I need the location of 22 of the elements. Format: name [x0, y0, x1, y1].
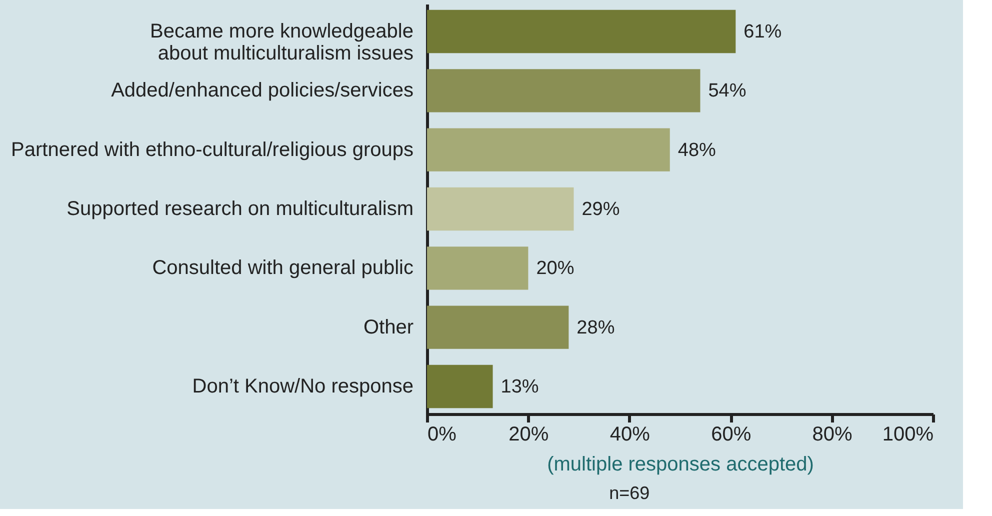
x-tick-label: 20% [508, 424, 549, 446]
y-tick-label: Added/enhanced policies/services [111, 80, 414, 102]
x-tick-label: 60% [711, 424, 752, 446]
x-tick-label: 100% [882, 424, 934, 446]
data-label: 20% [536, 258, 574, 280]
data-label: 29% [582, 199, 620, 220]
y-tick-label: Consulted with general public [152, 257, 414, 280]
data-label: 61% [744, 22, 782, 43]
data-label: 13% [500, 376, 539, 398]
y-tick-label: Partnered with ethno-cultural/religious groups [11, 138, 414, 161]
data-label: 28% [576, 317, 615, 338]
y-tick-label: Supported research on multiculturalism [66, 198, 414, 220]
y-tick-label: Don’t Know/No response [192, 375, 414, 398]
data-label: 48% [678, 140, 716, 161]
y-tick-label: Other [363, 316, 414, 338]
y-tick-label: Became more knowledgeable about multiculturalism issues [150, 20, 414, 65]
data-label: 54% [708, 80, 746, 102]
x-tick-label: 0% [428, 424, 457, 446]
x-axis-title: (multiple responses accepted) [547, 454, 814, 476]
x-tick-label: 40% [610, 424, 650, 446]
x-tick-label: 80% [812, 424, 853, 446]
text: n=69 [609, 483, 650, 503]
